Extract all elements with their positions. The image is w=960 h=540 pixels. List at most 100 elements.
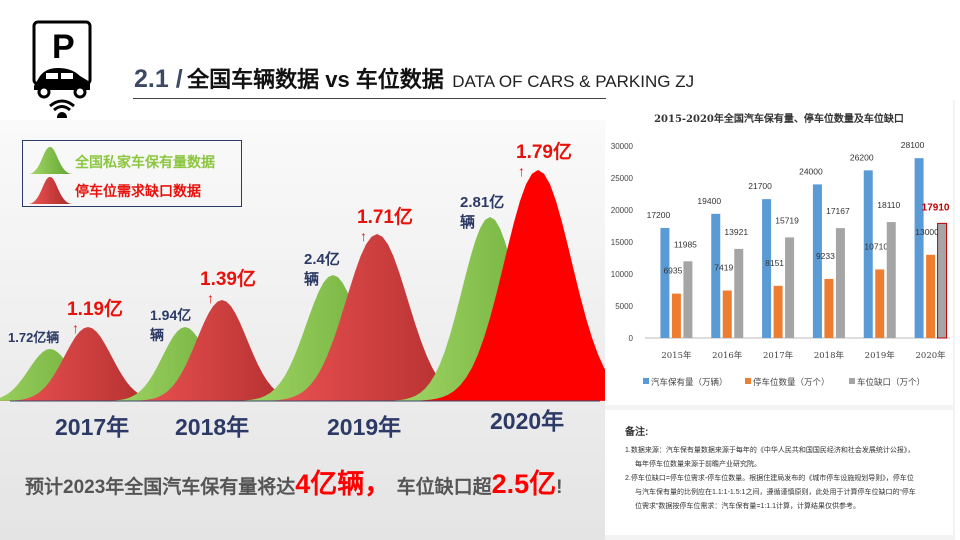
gap-bell-2018年: [123, 300, 321, 401]
bar-0-2017年: [762, 199, 772, 338]
y-tick-label: 5000: [615, 302, 633, 311]
arrow-up-icon: ↑: [518, 163, 525, 179]
bar-2-2018年: [835, 228, 845, 338]
data-label: 24000: [799, 166, 823, 176]
bar-2-2019年: [886, 222, 896, 338]
bell-curve-infographic: [0, 170, 605, 402]
cars-bell-2020年: [380, 217, 600, 401]
data-label: 17910: [922, 202, 950, 213]
data-label: 13921: [724, 227, 748, 237]
bar-0-2019年: [863, 170, 873, 338]
title-en: DATA OF CARS & PARKING ZJ: [452, 72, 695, 91]
legend-label: 汽车保有量（万辆）: [651, 377, 728, 387]
data-label: 19400: [697, 196, 721, 206]
data-label: 11985: [674, 239, 697, 249]
legend-label: 车位缺口（万个）: [857, 377, 925, 387]
gap-label-2019: 1.71亿: [357, 207, 413, 228]
cars-label-2019: 2.4亿 辆: [304, 251, 340, 288]
data-label: 8151: [765, 258, 784, 268]
bar-0-2018年: [812, 184, 822, 338]
bar-2-2015年: [683, 261, 693, 338]
notes-panel: 备注: 1.数据来源：汽车保有量数据来源于每年的《中华人民共和国国民经济和社会发…: [605, 410, 953, 535]
note-line: 位需求”数据按停车位需求：汽车保有量=1:1.1计算，计算结果仅供参考。: [635, 503, 860, 510]
forecast-statement: 预计2023年全国汽车保有量将达4亿辆， 车位缺口超2.5亿!: [25, 462, 562, 501]
section-number: 2.1 /: [134, 65, 183, 93]
page-title: 2.1 / 全国车辆数据 vs 车位数据 DATA OF CARS & PARK…: [134, 62, 694, 94]
forecast-middle: 车位缺口超: [396, 477, 492, 498]
parking-car-wifi-icon: P: [28, 18, 98, 122]
bar-0-2016年: [711, 213, 721, 338]
bar-chart-panel: 2015-2020年全国汽车保有量、停车位数量及车位缺口 0 5000 10000 15…: [605, 100, 953, 405]
gap-label-2017: 1.19亿: [67, 299, 123, 320]
note-line: 每年停车位数量来源于前瞻产业研究院。: [635, 461, 761, 468]
data-label: 17200: [647, 210, 671, 220]
year-label-2018: 2018年: [175, 414, 250, 440]
x-tick-label: 2015年: [661, 350, 692, 361]
y-tick-label: 10000: [611, 270, 634, 279]
legend-swatch: [849, 378, 855, 384]
bar-1-2019年: [875, 269, 885, 338]
data-label: 28100: [901, 140, 925, 150]
data-label: 17167: [826, 206, 850, 216]
bar-2-2020年: [937, 222, 948, 339]
bar-1-2015年: [671, 293, 681, 338]
gap-bell-2019年: [256, 234, 498, 401]
forecast-cars: 4亿辆，: [295, 469, 392, 499]
note-line: 与汽车保有量的比例应在1.1:1-1.5:1之间，遵循谨慎原则，此处用于计算停车…: [635, 489, 916, 496]
title-divider: [133, 98, 606, 99]
data-label: 15719: [775, 215, 799, 225]
x-tick-label: 2019年: [865, 350, 896, 361]
data-label: 18110: [877, 200, 900, 210]
x-tick-label: 2017年: [763, 350, 794, 361]
gap-bell-2020年: [406, 170, 605, 401]
legend-swatch: [643, 378, 649, 384]
y-tick-label: 0: [629, 334, 634, 343]
data-label: 6935: [663, 266, 682, 276]
title-cn: 全国车辆数据 vs 车位数据: [187, 67, 444, 92]
y-tick-label: 30000: [611, 142, 634, 151]
arrow-up-icon: ↑: [72, 320, 79, 336]
forecast-suffix: !: [556, 477, 563, 498]
data-label: 10710: [864, 241, 888, 251]
bar-1-2018年: [824, 278, 834, 338]
arrow-up-icon: ↑: [360, 228, 367, 244]
year-label-2017: 2017年: [55, 414, 130, 440]
cars-label-2020: 2.81亿 辆: [460, 194, 505, 231]
data-label: 9233: [816, 251, 835, 261]
year-label-2019: 2019年: [327, 414, 402, 440]
y-tick-label: 20000: [611, 206, 634, 215]
svg-text:P: P: [52, 28, 75, 66]
note-line: 1.数据来源：汽车保有量数据来源于每年的《中华人民共和国国民经济和社会发展统计公…: [625, 447, 915, 454]
legend-label-gap: 停车位需求缺口数据: [75, 183, 201, 199]
data-label: 26200: [850, 152, 874, 162]
cars-bell-2019年: [227, 275, 439, 401]
data-label: 13000: [915, 227, 939, 237]
x-tick-label: 2018年: [814, 350, 845, 361]
bar-2-2016年: [734, 248, 744, 338]
cars-label-2018: 1.94亿 辆: [150, 307, 192, 343]
chart-title: 2015-2020年全国汽车保有量、停车位数量及车位缺口: [654, 112, 904, 125]
legend-label-cars: 全国私家车保有量数据: [75, 154, 215, 170]
bar-1-2017年: [773, 285, 783, 338]
legend: 全国私家车保有量数据 停车位需求缺口数据: [22, 140, 242, 207]
legend-swatch: [745, 378, 751, 384]
bar-1-2016年: [722, 290, 732, 338]
legend-green-bell: [28, 147, 73, 174]
x-tick-label: 2016年: [712, 350, 743, 361]
year-label-2020: 2020年: [490, 408, 565, 434]
arrow-up-icon: ↑: [207, 290, 214, 306]
data-label: 21700: [748, 181, 772, 191]
forecast-gap: 2.5亿: [491, 469, 557, 499]
forecast-prefix: 预计2023年全国汽车保有量将达: [25, 477, 296, 498]
note-line: 2.停车位缺口=停车位需求-停车位数量。根据住建局发布的《城市停车设施规划导则》…: [625, 475, 914, 482]
bar-1-2020年: [926, 254, 936, 338]
gap-label-2020: 1.79亿: [516, 142, 572, 163]
legend-red-bell: [28, 177, 73, 204]
x-tick-label: 2020年: [916, 350, 947, 361]
bar-chart: 2015-2020年全国汽车保有量、停车位数量及车位缺口 0 5000 10000 15…: [611, 112, 950, 387]
notes-heading: 备注:: [625, 427, 649, 438]
gap-bell-2017年: [0, 327, 181, 401]
y-tick-label: 25000: [611, 174, 634, 183]
gap-label-2018: 1.39亿: [200, 269, 256, 290]
bar-2-2017年: [785, 237, 795, 338]
